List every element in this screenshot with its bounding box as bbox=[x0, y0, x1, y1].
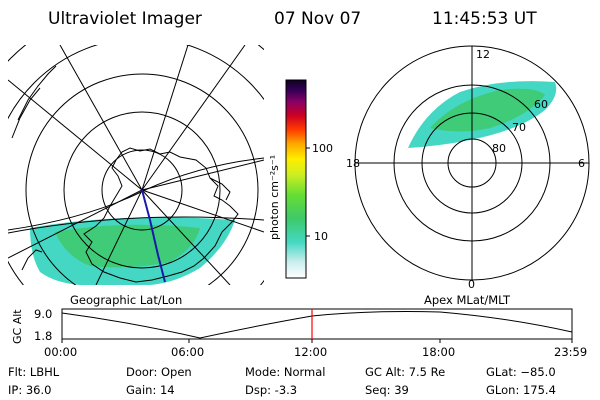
antarctica-coastline bbox=[83, 147, 239, 283]
mlt-6-label: 6 bbox=[578, 157, 585, 170]
colorbar-tick-10: 10 bbox=[314, 230, 328, 243]
satellite-track bbox=[141, 189, 166, 283]
altitude-xtick: 18:00 bbox=[422, 345, 455, 359]
time-label: 11:45:53 UT bbox=[432, 9, 537, 29]
mlat-60-label: 60 bbox=[534, 98, 548, 111]
mlat-80-label: 80 bbox=[492, 142, 506, 155]
date-label: 07 Nov 07 bbox=[274, 9, 361, 29]
filter-readout: Flt: LBHL bbox=[8, 365, 60, 379]
altitude-xtick: 06:00 bbox=[171, 345, 204, 359]
altitude-xtick: 12:00 bbox=[294, 345, 327, 359]
colorbar: 100 10 photon cm⁻²s⁻¹ bbox=[268, 79, 333, 279]
geo-aurora-core bbox=[55, 224, 200, 268]
gain-readout: Gain: 14 bbox=[126, 383, 175, 397]
door-readout: Door: Open bbox=[126, 365, 192, 379]
ip-readout: IP: 36.0 bbox=[8, 383, 51, 397]
altitude-curve bbox=[61, 311, 573, 339]
apex-aurora-core bbox=[430, 88, 545, 132]
glat-readout: GLat: −85.0 bbox=[486, 365, 556, 379]
mode-readout: Mode: Normal bbox=[245, 365, 325, 379]
geo-caption: Geographic Lat/Lon bbox=[70, 293, 182, 307]
altitude-xtick: 00:00 bbox=[44, 345, 77, 359]
mlt-12-label: 12 bbox=[476, 48, 490, 61]
mlat-70-label: 70 bbox=[512, 121, 526, 134]
mlt-18-label: 18 bbox=[346, 157, 360, 170]
dsp-readout: Dsp: -3.3 bbox=[245, 383, 297, 397]
info-panel: Flt: LBHL IP: 36.0 Door: Open Gain: 14 M… bbox=[8, 365, 556, 397]
glon-readout: GLon: 175.4 bbox=[486, 383, 556, 397]
mlt-0-label: 0 bbox=[468, 278, 475, 291]
apex-polar-plot: 12 18 6 0 60 70 80 bbox=[346, 45, 590, 291]
altitude-ytick-bottom: 1.8 bbox=[34, 329, 52, 343]
geographic-map bbox=[8, 45, 264, 285]
apex-caption: Apex MLat/MLT bbox=[424, 293, 511, 307]
instrument-title: Ultraviolet Imager bbox=[48, 9, 202, 29]
colorbar-unit: photon cm⁻²s⁻¹ bbox=[268, 155, 281, 240]
seq-readout: Seq: 39 bbox=[365, 383, 409, 397]
colorbar-tick-100: 100 bbox=[312, 142, 333, 155]
altitude-xtick: 23:59 bbox=[554, 345, 587, 359]
altitude-plot: GC Alt 9.0 1.8 00:00 06:00 12:00 18:00 2… bbox=[11, 307, 587, 359]
altitude-ylabel: GC Alt bbox=[11, 309, 24, 344]
altitude-ytick-top: 9.0 bbox=[34, 307, 52, 321]
gc-alt-readout: GC Alt: 7.5 Re bbox=[365, 365, 445, 379]
